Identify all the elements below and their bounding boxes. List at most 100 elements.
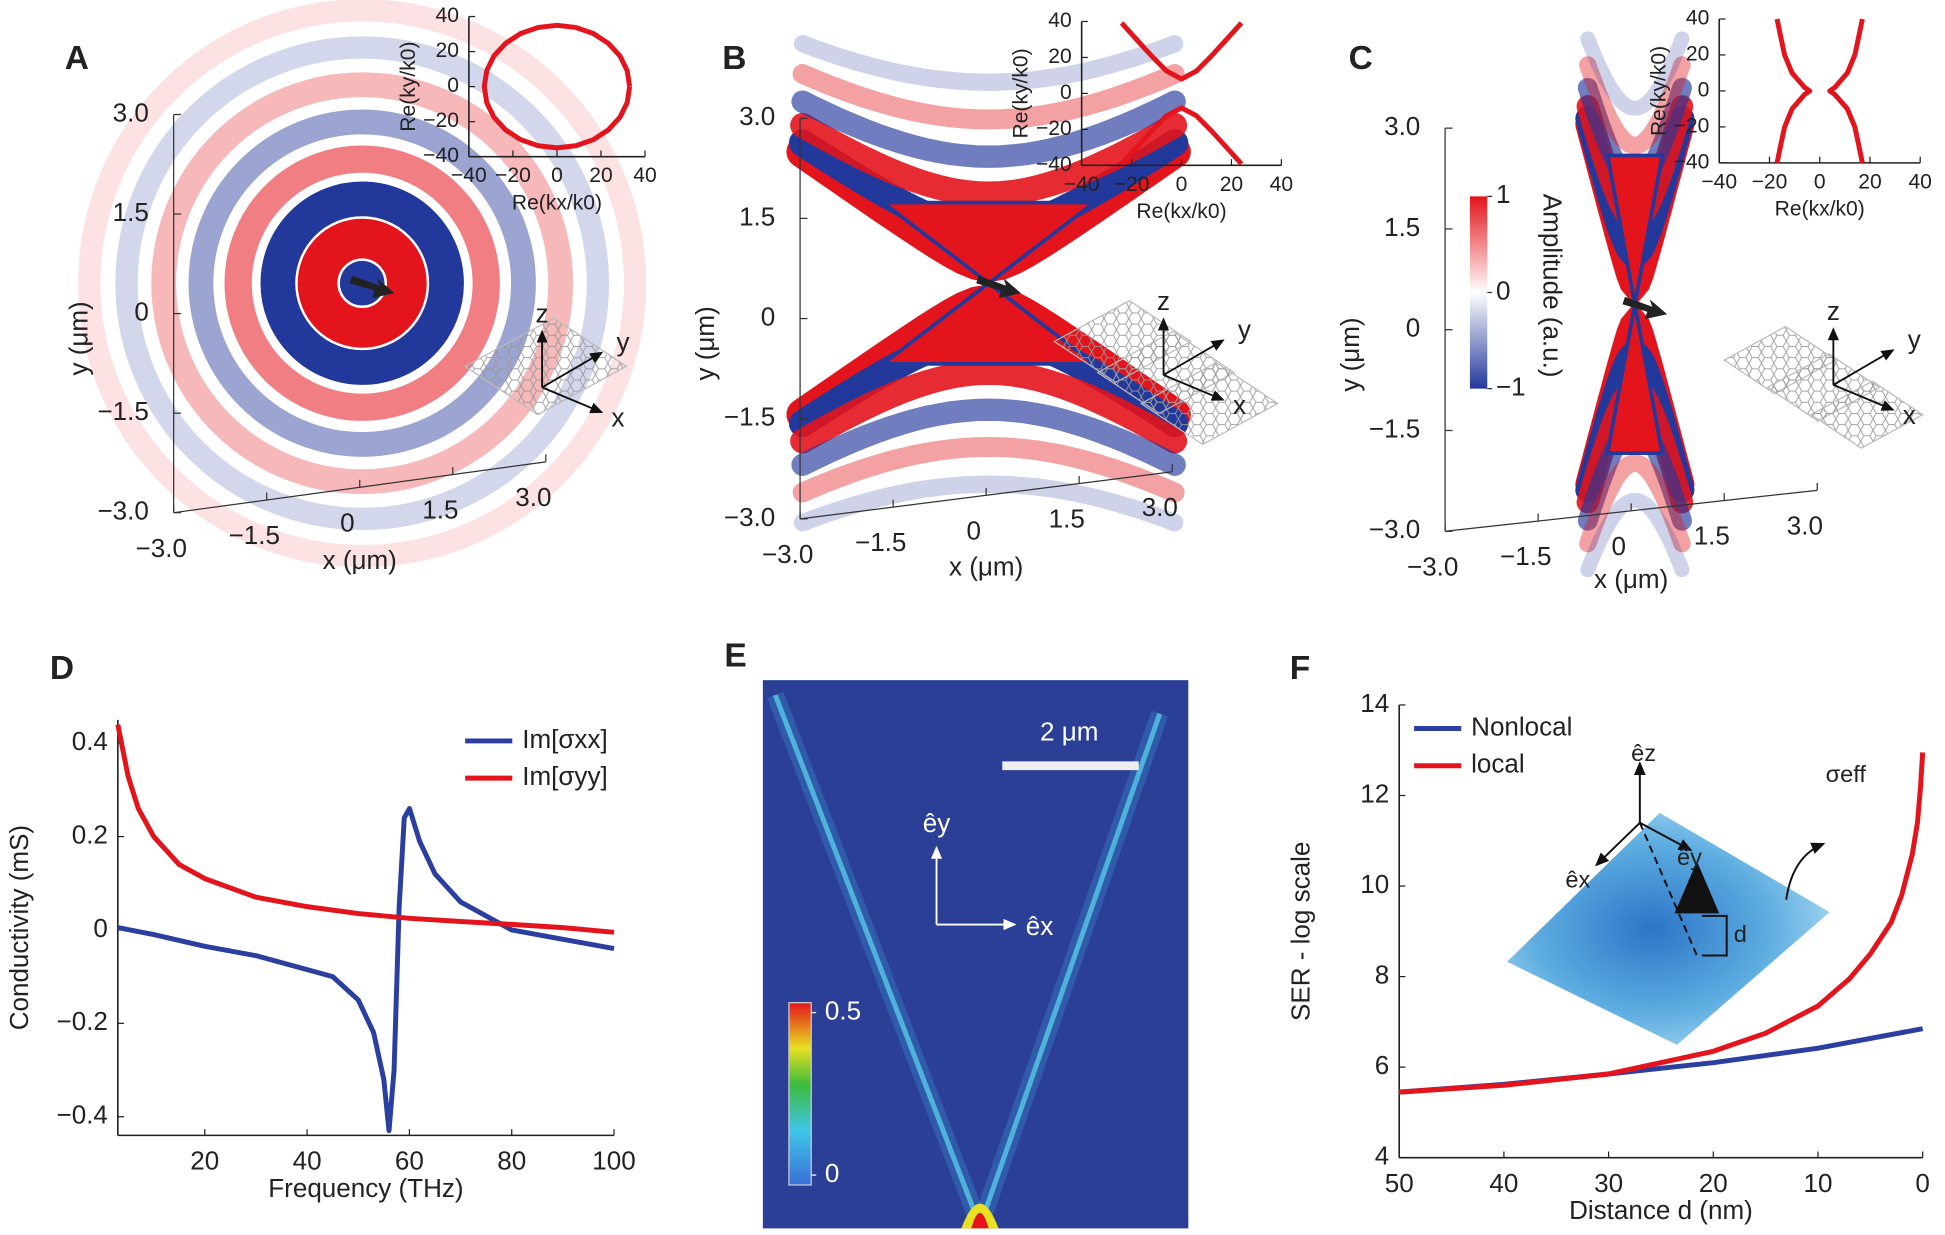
field-band: [792, 64, 1185, 130]
x-axis-label: Distance d (nm): [1569, 1195, 1753, 1225]
y-tick-label: 0: [93, 913, 107, 943]
graphene-sheet: [463, 317, 628, 416]
y-tick-label: 12: [1360, 778, 1389, 808]
field-band: [1580, 31, 1690, 116]
x-tick-label: −40: [1701, 170, 1737, 193]
y-tick-label: 0: [134, 296, 148, 326]
field-band: [791, 90, 1186, 168]
field-band: [1579, 454, 1691, 553]
axis-name: êy: [923, 808, 951, 838]
source-arrow: [976, 275, 1021, 299]
inset-label: êx: [1565, 866, 1590, 892]
field-band: [793, 34, 1184, 91]
scale-bar-label: 2 μm: [1040, 716, 1098, 746]
y-axis-label: SER - log scale: [1285, 842, 1315, 1021]
panel-letter: B: [722, 40, 746, 77]
field-bowtie: [877, 280, 1100, 366]
d-bracket: [1701, 914, 1728, 957]
data-line: [117, 806, 615, 1134]
colorbar-tick-label: 0: [1496, 275, 1510, 305]
y-axis-label: Re(ky/k0): [1010, 48, 1033, 138]
x-tick-label: 0: [340, 507, 354, 537]
panel-letter: C: [1349, 40, 1373, 77]
axis-name: x: [1903, 400, 1916, 430]
x-tick-label: −40: [1064, 173, 1100, 196]
x-tick-label: −1.5: [229, 520, 280, 550]
colorbar-label: Amplitude (a.u.): [1538, 194, 1568, 378]
axis-arrow: [1832, 349, 1895, 386]
data-line: [1399, 752, 1926, 1095]
x-tick-label: 40: [1489, 1168, 1518, 1198]
panel-letter: A: [65, 40, 89, 77]
x-tick-label: 1.5: [1049, 504, 1085, 534]
field-band: [791, 398, 1186, 476]
data-line: [1119, 21, 1244, 82]
axis-name: z: [1827, 296, 1840, 326]
y-tick-label: 0.4: [72, 726, 108, 756]
y-tick-label: −40: [1674, 150, 1710, 173]
colorbar: [1469, 196, 1488, 389]
colorbar-tick-label: −1: [1496, 372, 1526, 402]
x-tick-label: 0: [1915, 1168, 1929, 1198]
x-tick-label: 40: [633, 164, 656, 187]
field-band: [793, 475, 1184, 532]
legend-label: Im[σxx]: [522, 724, 607, 754]
y-tick-label: 8: [1375, 959, 1389, 989]
pointer: [1785, 842, 1826, 900]
field-ring: [151, 72, 574, 495]
x-tick-label: 50: [1385, 1168, 1414, 1198]
data-line: [1774, 18, 1813, 164]
colorbar-tick-label: 1: [1496, 179, 1510, 209]
y-axis-label: y (μm): [1335, 317, 1365, 391]
legend-label: local: [1471, 749, 1525, 779]
x-tick-label: 1.5: [1694, 521, 1730, 551]
axis-name: y: [1238, 314, 1251, 344]
x-tick-label: −1.5: [1500, 541, 1551, 571]
field-bowtie: [877, 200, 1100, 286]
x-tick-label: 100: [592, 1146, 635, 1176]
x-tick-label: 20: [1220, 173, 1243, 196]
x-tick-label: 0: [1176, 173, 1188, 196]
y-tick-label: −1.5: [724, 402, 775, 432]
field-band: [790, 112, 1188, 207]
y-tick-label: −0.4: [57, 1100, 108, 1130]
field: [1575, 31, 1695, 578]
y-tick-label: 20: [1686, 43, 1709, 66]
inset-label: σeff: [1826, 761, 1867, 787]
x-axis-label: x (μm): [323, 545, 397, 575]
axis-arrow: [1833, 384, 1895, 411]
panel-letter: D: [50, 650, 74, 687]
axis-arrow: [1163, 339, 1225, 376]
colorbar-tick-label: 0: [825, 1158, 839, 1188]
y-tick-label: 0: [761, 301, 775, 331]
x-tick-label: 60: [395, 1146, 424, 1176]
x-tick-label: −3.0: [762, 539, 813, 569]
inset-label: êz: [1631, 740, 1656, 766]
source-arrow: [1622, 296, 1668, 320]
y-tick-label: −20: [1036, 117, 1072, 140]
field-ring: [78, 0, 647, 568]
x-tick-label: 40: [293, 1146, 322, 1176]
y-tick-label: −40: [423, 144, 459, 167]
x-tick-label: 20: [589, 164, 612, 187]
axis-name: x: [1233, 390, 1246, 420]
x-axis-label: x (μm): [1594, 564, 1668, 594]
y-tick-label: −20: [423, 109, 459, 132]
field-bowtie: [1605, 303, 1665, 456]
inset-label: d: [1734, 921, 1747, 947]
y-tick-label: 40: [1048, 9, 1071, 32]
y-tick-label: 40: [1686, 7, 1709, 30]
y-tick-label: 40: [436, 4, 459, 27]
x-tick-label: 3.0: [1142, 492, 1178, 522]
y-tick-label: −20: [1674, 114, 1710, 137]
legend-label: Nonlocal: [1471, 711, 1572, 741]
field-ring: [260, 181, 464, 385]
y-tick-label: −3.0: [97, 496, 148, 526]
x-tick-label: 3.0: [1787, 510, 1823, 540]
x-axis-label: Re(kx/k0): [512, 191, 602, 214]
axis-arrow: [1595, 822, 1641, 867]
x-tick-label: −20: [1752, 170, 1788, 193]
x-tick-label: 0: [1612, 531, 1626, 561]
field: [78, 0, 647, 568]
